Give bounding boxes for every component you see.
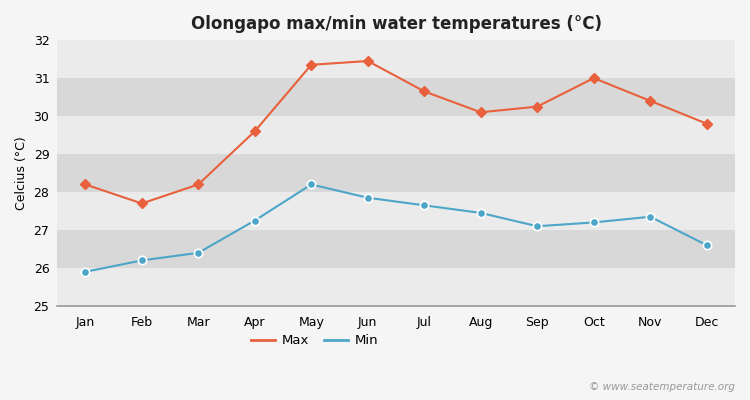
Min	[590, 220, 598, 225]
Min	[532, 224, 542, 229]
Min	[476, 210, 485, 215]
Bar	[57, 154, 735, 192]
Min	[363, 195, 372, 200]
Text: © www.seatemperature.org: © www.seatemperature.org	[589, 382, 735, 392]
Min	[137, 258, 146, 263]
Max	[646, 98, 655, 103]
Max	[363, 59, 372, 64]
Max	[532, 104, 542, 109]
Max	[702, 121, 711, 126]
Bar	[57, 78, 735, 116]
Y-axis label: Celcius (°C): Celcius (°C)	[15, 136, 28, 210]
Max	[590, 76, 598, 80]
Legend: Max, Min: Max, Min	[246, 329, 384, 352]
Min	[194, 250, 202, 255]
Title: Olongapo max/min water temperatures (°C): Olongapo max/min water temperatures (°C)	[190, 15, 602, 33]
Max	[194, 182, 202, 187]
Max	[137, 201, 146, 206]
Min	[81, 270, 90, 274]
Bar	[57, 192, 735, 230]
Line: Max: Max	[82, 58, 710, 207]
Max	[476, 110, 485, 115]
Min	[307, 182, 316, 187]
Max	[420, 89, 429, 94]
Max	[307, 62, 316, 67]
Min	[251, 218, 260, 223]
Bar	[57, 268, 735, 306]
Max	[251, 129, 260, 134]
Max	[81, 182, 90, 187]
Line: Min: Min	[81, 180, 711, 276]
Min	[646, 214, 655, 219]
Min	[702, 243, 711, 248]
Bar	[57, 116, 735, 154]
Bar	[57, 230, 735, 268]
Bar	[57, 40, 735, 78]
Min	[420, 203, 429, 208]
